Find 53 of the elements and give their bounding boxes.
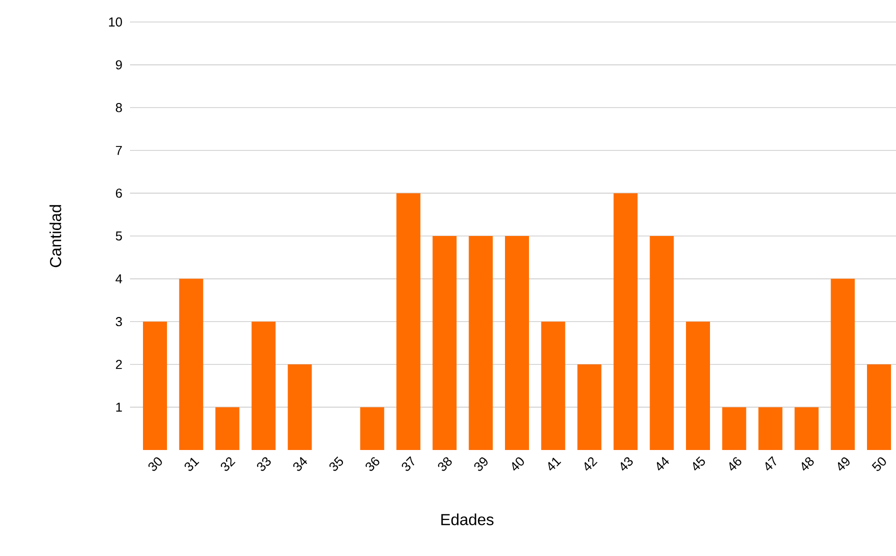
- x-tick-label: 30: [148, 457, 162, 471]
- bar: [504, 236, 529, 450]
- x-tick-label: 36: [366, 457, 380, 471]
- y-tick-label: 4: [116, 274, 122, 284]
- x-tick-label: 44: [656, 456, 670, 471]
- y-tick-label: 10: [109, 17, 122, 27]
- bar: [541, 322, 566, 450]
- bar: [866, 364, 891, 450]
- bar: [686, 322, 710, 450]
- y-tick-label: 6: [116, 188, 122, 198]
- x-tick-label: 32: [220, 457, 236, 471]
- x-tick-label: 38: [438, 457, 452, 471]
- y-tick-label: 1: [116, 402, 122, 412]
- y-axis-title: Cantidad: [50, 205, 62, 268]
- x-axis-title: Edades: [441, 514, 494, 526]
- x-tick-label: 48: [802, 457, 814, 471]
- x-tick-label: 34: [293, 456, 308, 471]
- bar: [794, 407, 819, 450]
- x-tick-label: 46: [729, 457, 742, 471]
- x-tick-label: 35: [329, 456, 344, 471]
- y-tick-label: 3: [116, 317, 122, 326]
- bar: [722, 407, 746, 450]
- x-tick-label: 33: [257, 457, 271, 471]
- bar: [179, 278, 204, 450]
- x-tick-label: 31: [184, 458, 200, 471]
- y-tick-label: 5: [116, 231, 122, 241]
- y-tick-label: 8: [116, 103, 122, 112]
- bar: [396, 193, 420, 450]
- bar: [758, 407, 782, 450]
- bar: [288, 364, 312, 450]
- y-tick-label: 7: [116, 146, 122, 155]
- x-tick-label: 47: [765, 456, 776, 471]
- bar: [650, 236, 674, 450]
- x-tick-label: 42: [584, 457, 598, 471]
- bar: [432, 236, 457, 450]
- bar: [830, 278, 855, 450]
- bar: [360, 407, 384, 450]
- bar: [614, 193, 638, 450]
- x-tick-label: 41: [548, 458, 562, 471]
- x-tick-label: 39: [474, 457, 488, 471]
- x-tick-label: 37: [402, 456, 414, 471]
- y-tick-label: 9: [116, 60, 122, 70]
- bar: [252, 322, 276, 450]
- x-tick-label: 40: [512, 457, 524, 471]
- x-tick-label: 45: [693, 456, 705, 471]
- y-tick-label: 2: [116, 360, 122, 369]
- bar: [142, 322, 167, 450]
- x-tick-label: 50: [872, 457, 886, 471]
- bar: [577, 364, 602, 450]
- bar: [468, 236, 493, 450]
- x-tick-label: 49: [838, 457, 850, 471]
- x-tick-label: 43: [620, 457, 633, 471]
- bar: [215, 407, 240, 450]
